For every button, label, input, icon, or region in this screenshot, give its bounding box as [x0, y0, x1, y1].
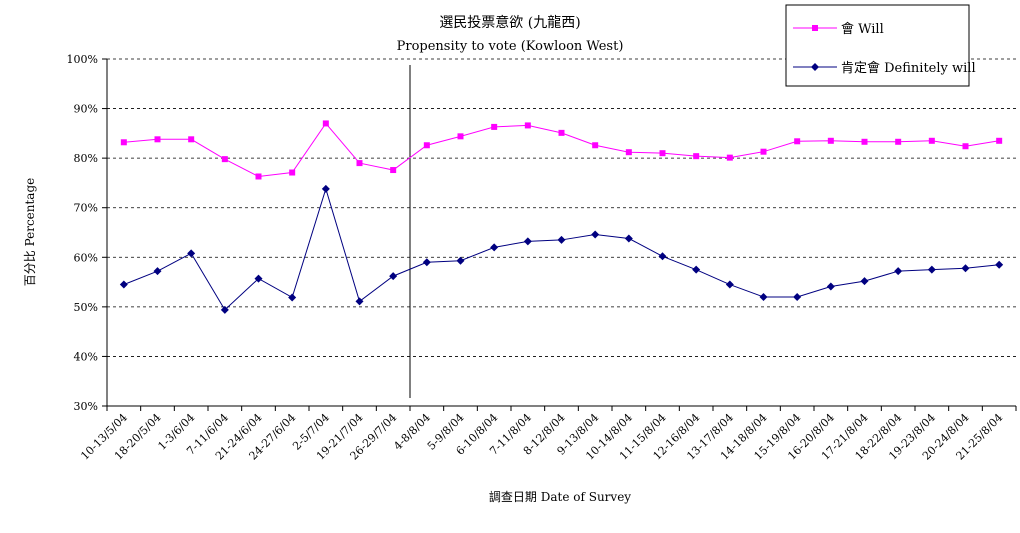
data-point	[456, 256, 465, 265]
data-point	[524, 122, 531, 129]
legend: 會 Will 肯定會 Definitely will	[785, 4, 976, 87]
data-point	[658, 252, 667, 261]
data-point	[928, 137, 935, 144]
data-point	[457, 133, 464, 140]
y-tick-label: 50%	[74, 301, 98, 314]
data-point	[693, 153, 700, 160]
y-tick-label: 100%	[67, 53, 98, 66]
data-point	[760, 148, 767, 155]
data-point	[220, 305, 229, 314]
legend-label: 會 Will	[841, 22, 884, 37]
data-point	[860, 277, 869, 286]
data-point	[188, 136, 195, 143]
data-point	[154, 136, 161, 143]
data-point	[827, 137, 834, 144]
data-point	[659, 150, 666, 157]
legend-swatch-marker	[812, 25, 818, 31]
data-point	[523, 237, 532, 246]
data-point	[793, 292, 802, 301]
legend-item-1: 會 Will	[793, 22, 884, 37]
data-point	[962, 143, 969, 150]
data-point	[119, 280, 128, 289]
data-point	[120, 139, 127, 146]
data-point	[927, 265, 936, 274]
data-point	[861, 138, 868, 145]
data-point	[726, 154, 733, 161]
data-point	[355, 297, 364, 306]
data-point	[996, 137, 1003, 144]
data-point	[826, 282, 835, 291]
series-group	[119, 120, 1004, 314]
series-2	[119, 184, 1004, 314]
plot-frame	[106, 59, 1016, 407]
data-point	[255, 173, 262, 180]
data-point	[389, 272, 398, 281]
chart-subtitle: Propensity to vote (Kowloon West)	[397, 39, 624, 54]
data-point	[558, 129, 565, 136]
y-tick-label: 30%	[74, 400, 98, 413]
legend-box	[785, 4, 970, 87]
chart-title: 選民投票意欲 (九龍西)	[439, 14, 580, 31]
x-axis-ticks: 10-13/5/0418-20/5/041-3/6/047-11/6/0421-…	[78, 406, 1017, 463]
data-point	[692, 265, 701, 274]
data-point	[591, 230, 600, 239]
series-line	[123, 187, 1000, 311]
y-tick-label: 40%	[74, 350, 98, 363]
legend-label: 肯定會 Definitely will	[841, 61, 976, 76]
gridlines	[107, 58, 1016, 357]
data-point	[422, 258, 431, 267]
y-axis-ticks: 30% 40% 50% 60% 70% 80% 90% 100%	[67, 53, 107, 413]
data-point	[725, 280, 734, 289]
data-point	[794, 138, 801, 145]
data-point	[423, 142, 430, 149]
data-point	[895, 138, 902, 145]
data-point	[221, 156, 228, 163]
data-point	[759, 292, 768, 301]
data-point	[153, 267, 162, 276]
y-tick-label: 60%	[74, 251, 98, 264]
data-point	[187, 249, 196, 258]
data-point	[321, 184, 330, 193]
data-point	[289, 169, 296, 176]
data-point	[557, 235, 566, 244]
data-point	[322, 120, 329, 127]
data-point	[961, 264, 970, 273]
y-tick-label: 90%	[74, 103, 98, 116]
legend-swatch-marker	[811, 63, 819, 71]
data-point	[491, 123, 498, 130]
data-point	[894, 267, 903, 276]
y-tick-label: 70%	[74, 202, 98, 215]
legend-item-2: 肯定會 Definitely will	[793, 61, 976, 76]
y-axis-label: 百分比 Percentage	[23, 178, 37, 287]
data-point	[995, 260, 1004, 269]
data-point	[356, 160, 363, 167]
data-point	[390, 167, 397, 174]
data-point	[254, 274, 263, 283]
data-point	[592, 142, 599, 149]
series-1	[120, 120, 1003, 180]
data-point	[624, 234, 633, 243]
data-point	[490, 243, 499, 252]
x-axis-label: 調查日期 Date of Survey	[489, 490, 631, 504]
y-tick-label: 80%	[74, 152, 98, 165]
data-point	[288, 293, 297, 302]
data-point	[625, 149, 632, 156]
